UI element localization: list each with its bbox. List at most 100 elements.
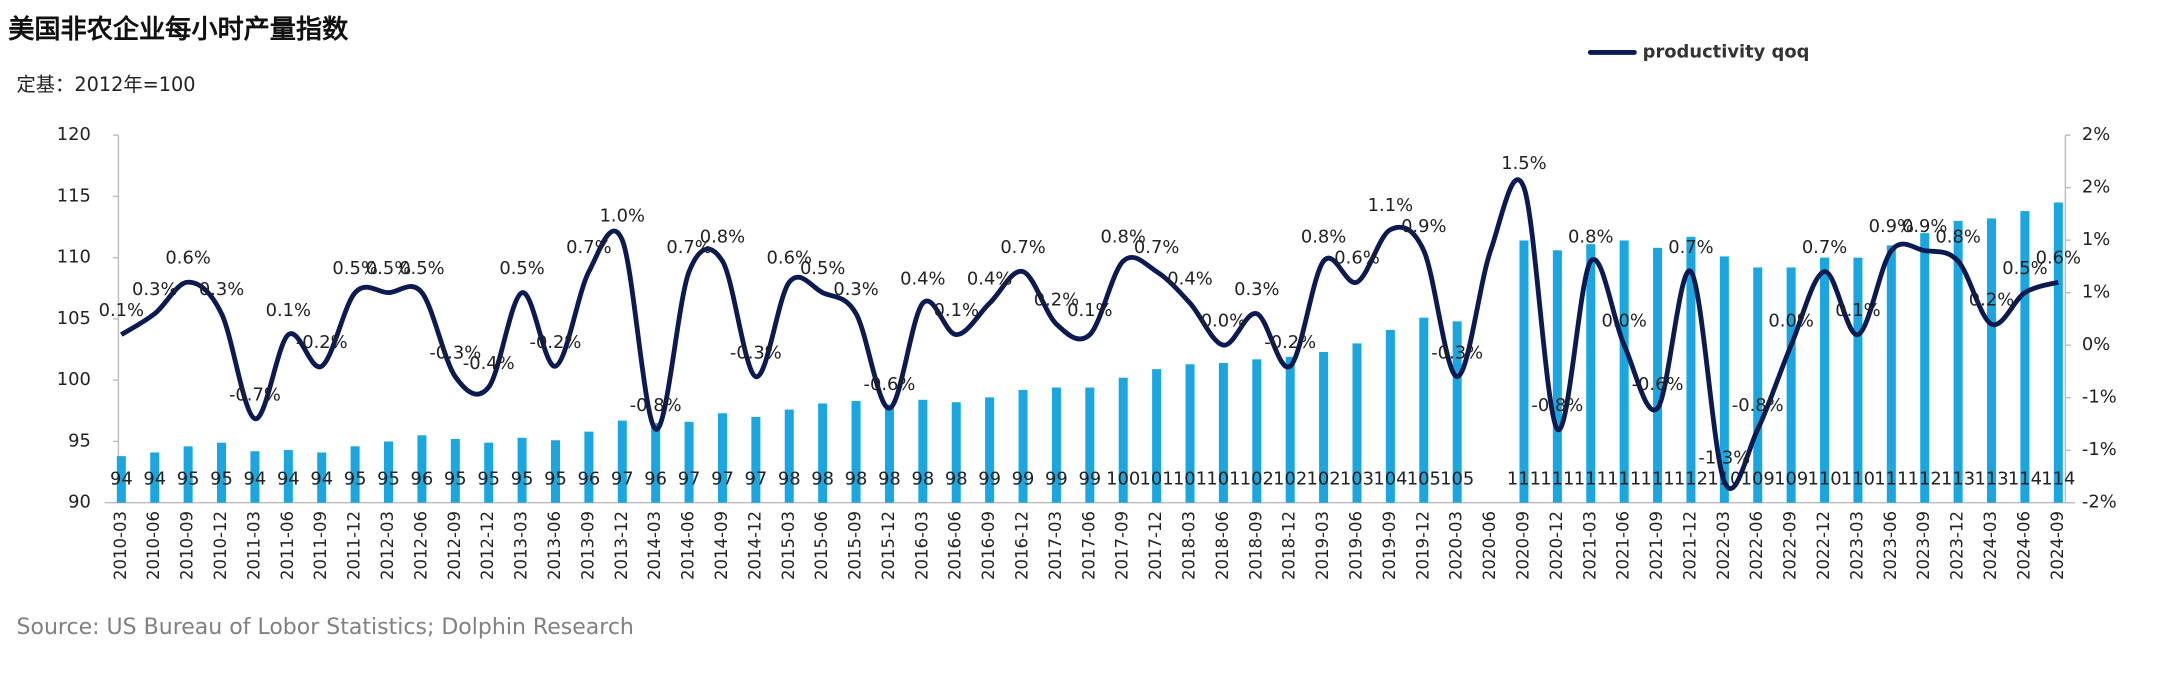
bar bbox=[1820, 257, 1830, 503]
bar-value-label: 109 bbox=[1741, 468, 1775, 489]
line-value-label: -0.8% bbox=[1732, 395, 1784, 416]
bar bbox=[951, 402, 961, 503]
x-tick-label: 2024-03 bbox=[1981, 511, 2000, 580]
bar-value-label: 109 bbox=[1774, 468, 1808, 489]
line-value-label: 0.1% bbox=[1835, 300, 1880, 321]
bar bbox=[1452, 321, 1462, 503]
bar bbox=[851, 401, 861, 503]
bar bbox=[1953, 220, 1963, 503]
bar bbox=[717, 413, 727, 503]
x-tick-label: 2018-12 bbox=[1280, 511, 1299, 580]
bar bbox=[1753, 267, 1763, 503]
bar bbox=[1853, 257, 1863, 503]
line-value-label: -0.8% bbox=[630, 395, 682, 416]
line-value-label: 0.7% bbox=[566, 237, 611, 258]
bar bbox=[1018, 389, 1028, 503]
x-tick-label: 2010-06 bbox=[144, 511, 163, 580]
line-value-label: -0.6% bbox=[1632, 374, 1684, 395]
line-value-label: -0.3% bbox=[730, 342, 782, 363]
y2-tick-label: 2% bbox=[2082, 177, 2110, 198]
line-value-label: 0.7% bbox=[1000, 237, 1045, 258]
bar bbox=[417, 435, 427, 503]
source-note: Source: US Bureau of Lobor Statistics; D… bbox=[17, 615, 634, 640]
x-tick-label: 2010-12 bbox=[211, 511, 230, 580]
x-tick-label: 2024-06 bbox=[2014, 511, 2033, 580]
bar-value-label: 95 bbox=[210, 468, 233, 489]
line-value-label: 0.5% bbox=[332, 258, 377, 279]
bar-value-label: 97 bbox=[611, 468, 634, 489]
bar-value-label: 95 bbox=[344, 468, 367, 489]
bar-value-label: 99 bbox=[1078, 468, 1101, 489]
line-value-label: -0.3% bbox=[429, 342, 481, 363]
line-value-label: 0.6% bbox=[2036, 248, 2081, 269]
y-tick-label: 105 bbox=[57, 308, 91, 329]
bar bbox=[617, 420, 627, 503]
y2-tick-label: 1% bbox=[2082, 229, 2110, 250]
bar bbox=[1118, 377, 1128, 503]
bar bbox=[1719, 256, 1729, 503]
line-value-label: 1.0% bbox=[600, 206, 645, 227]
bar-value-label: 95 bbox=[177, 468, 200, 489]
bar-value-label: 98 bbox=[811, 468, 834, 489]
bar-value-label: 102 bbox=[1307, 468, 1341, 489]
bar-value-label: 102 bbox=[1273, 468, 1307, 489]
x-tick-label: 2011-06 bbox=[278, 511, 297, 580]
bar-value-label: 111 bbox=[1640, 468, 1674, 489]
line-value-label: 0.0% bbox=[1201, 311, 1246, 332]
x-tick-label: 2015-12 bbox=[879, 511, 898, 580]
x-tick-label: 2012-03 bbox=[378, 511, 397, 580]
line-value-label: -0.2% bbox=[530, 332, 582, 353]
bar bbox=[1619, 240, 1629, 503]
x-tick-label: 2024-09 bbox=[2048, 511, 2067, 580]
line-value-label: 0.2% bbox=[1969, 290, 2014, 311]
x-tick-label: 2021-12 bbox=[1680, 511, 1699, 580]
line-value-label: -0.8% bbox=[1531, 395, 1583, 416]
bar-value-label: 111 bbox=[1540, 468, 1574, 489]
bar bbox=[1185, 364, 1195, 503]
bar-value-label: 112 bbox=[1674, 468, 1708, 489]
bar-value-label: 95 bbox=[477, 468, 500, 489]
bar-value-label: 111 bbox=[1574, 468, 1608, 489]
line-value-label: -0.2% bbox=[296, 332, 348, 353]
line-value-label: 0.7% bbox=[666, 237, 711, 258]
bar-value-label: 114 bbox=[2008, 468, 2042, 489]
x-tick-label: 2020-12 bbox=[1547, 511, 1566, 580]
y2-tick-label: -1% bbox=[2082, 387, 2117, 408]
x-tick-label: 2013-03 bbox=[512, 511, 531, 580]
bar-value-label: 103 bbox=[1340, 468, 1374, 489]
bar-value-label: 94 bbox=[277, 468, 300, 489]
line-value-label: 0.4% bbox=[967, 269, 1012, 290]
bar bbox=[317, 452, 327, 503]
line-value-label: 0.4% bbox=[900, 269, 945, 290]
bar-value-label: 111 bbox=[1507, 468, 1541, 489]
bar bbox=[751, 416, 761, 503]
bar-value-label: 95 bbox=[544, 468, 567, 489]
bar-value-label: 97 bbox=[678, 468, 701, 489]
y-tick-label: 95 bbox=[68, 430, 91, 451]
x-tick-label: 2012-06 bbox=[411, 511, 430, 580]
bar bbox=[1519, 240, 1529, 503]
line-value-label: 0.9% bbox=[1401, 216, 1446, 237]
x-tick-label: 2015-06 bbox=[812, 511, 831, 580]
bar bbox=[517, 437, 527, 503]
bar-value-label: 98 bbox=[845, 468, 868, 489]
x-tick-label: 2019-06 bbox=[1346, 511, 1365, 580]
x-tick-label: 2013-12 bbox=[612, 511, 631, 580]
bar-value-label: 95 bbox=[444, 468, 467, 489]
bar-value-label: 111 bbox=[1874, 468, 1908, 489]
bar bbox=[1085, 387, 1095, 503]
bar-value-label: 99 bbox=[978, 468, 1001, 489]
line-value-label: 0.0% bbox=[1601, 311, 1646, 332]
bar-value-label: 95 bbox=[511, 468, 534, 489]
bar-value-label: 110 bbox=[1807, 468, 1841, 489]
bar bbox=[350, 446, 360, 503]
bar bbox=[1686, 236, 1696, 503]
line-value-label: 0.7% bbox=[1134, 237, 1179, 258]
bar bbox=[584, 431, 594, 503]
line-value-label: 0.0% bbox=[1768, 311, 1813, 332]
line-value-label: 0.3% bbox=[132, 279, 177, 300]
x-tick-label: 2018-06 bbox=[1213, 511, 1232, 580]
x-tick-label: 2020-09 bbox=[1513, 511, 1532, 580]
bar-value-label: 95 bbox=[377, 468, 400, 489]
x-tick-label: 2014-06 bbox=[679, 511, 698, 580]
